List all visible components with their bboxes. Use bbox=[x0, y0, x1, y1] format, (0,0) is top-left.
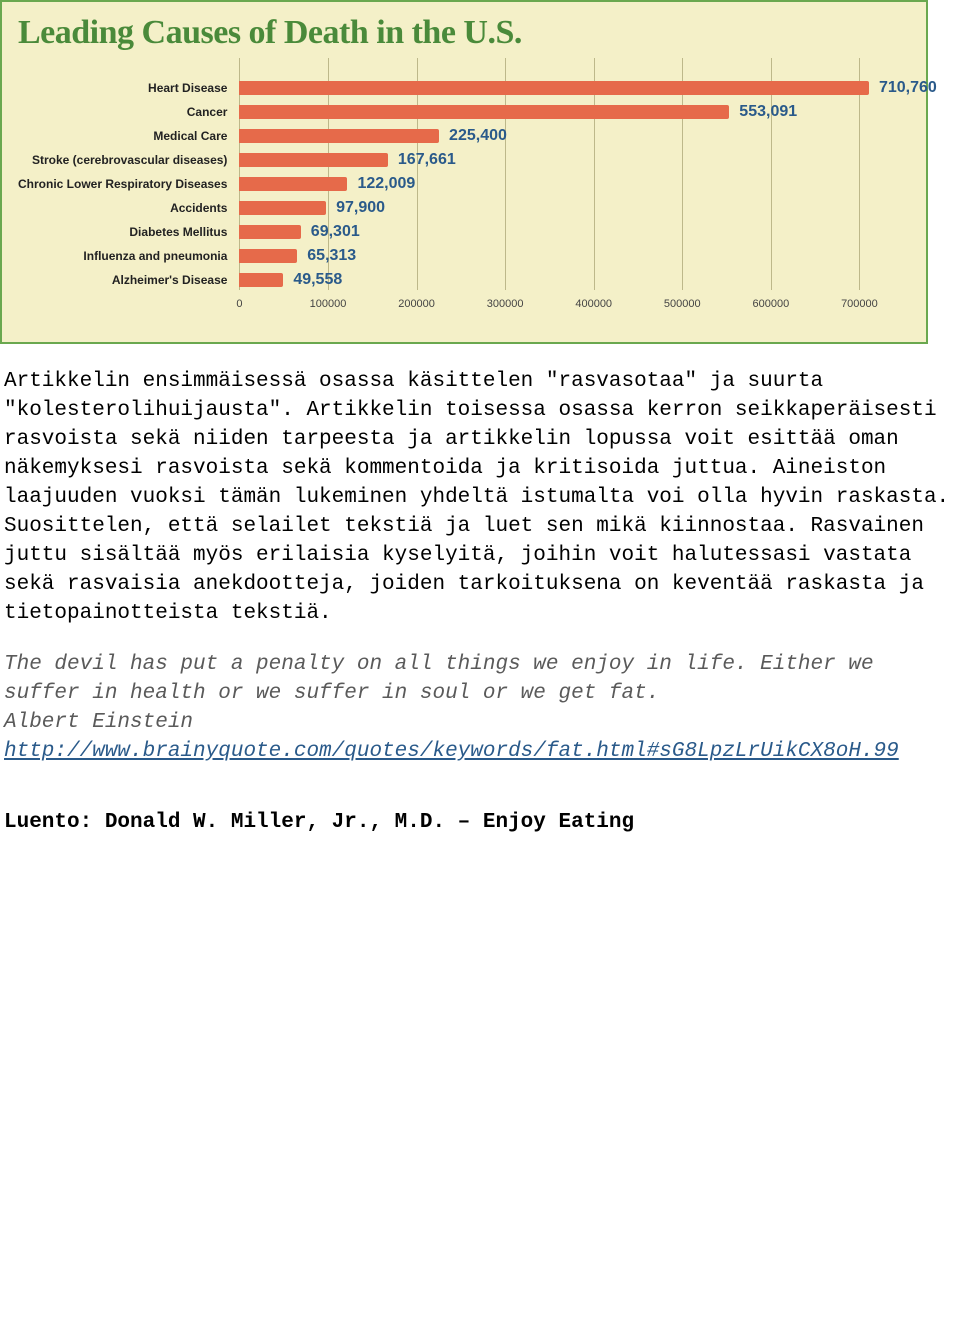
chart-y-label: Heart Disease bbox=[18, 76, 235, 100]
bar bbox=[239, 153, 387, 167]
bar-value-label: 65,313 bbox=[297, 244, 356, 268]
bar-value-label: 122,009 bbox=[347, 172, 415, 196]
x-tick-label: 400000 bbox=[575, 298, 612, 310]
bar-row: 49,558 bbox=[239, 268, 910, 292]
bar-value-label: 167,661 bbox=[388, 148, 456, 172]
chart-body: Heart DiseaseCancerMedical CareStroke (c… bbox=[18, 58, 910, 318]
quote-author: Albert Einstein bbox=[4, 709, 956, 738]
bar bbox=[239, 177, 347, 191]
chart-y-label: Medical Care bbox=[18, 124, 235, 148]
chart-y-label: Accidents bbox=[18, 196, 235, 220]
article-paragraph: Artikkelin ensimmäisessä osassa käsittel… bbox=[4, 368, 956, 629]
chart-plot: 710,760553,091 225,400167,661122,00997,90… bbox=[239, 58, 910, 318]
article-body: Artikkelin ensimmäisessä osassa käsittel… bbox=[0, 368, 960, 629]
bar bbox=[239, 225, 300, 239]
bar-value-label: 69,301 bbox=[301, 220, 360, 244]
chart-y-label: Influenza and pneumonia bbox=[18, 244, 235, 268]
chart-title: Leading Causes of Death in the U.S. bbox=[18, 14, 910, 52]
chart-container: Leading Causes of Death in the U.S. Hear… bbox=[0, 0, 928, 344]
bar bbox=[239, 81, 869, 95]
x-tick-label: 500000 bbox=[664, 298, 701, 310]
bar-row: 97,900 bbox=[239, 196, 910, 220]
bar-value-label: 49,558 bbox=[283, 268, 342, 292]
chart-y-label: Stroke (cerebrovascular diseases) bbox=[18, 148, 235, 172]
x-tick-label: 0 bbox=[236, 298, 242, 310]
bar-value-label: 710,760 bbox=[869, 76, 937, 100]
chart-y-label: Diabetes Mellitus bbox=[18, 220, 235, 244]
chart-bars: 710,760553,091 225,400167,661122,00997,90… bbox=[239, 76, 910, 292]
x-tick-label: 700000 bbox=[841, 298, 878, 310]
bar-row: 69,301 bbox=[239, 220, 910, 244]
lecture-heading: Luento: Donald W. Miller, Jr., M.D. – En… bbox=[0, 811, 960, 834]
bar-row: 65,313 bbox=[239, 244, 910, 268]
bar-value-label: 225,400 bbox=[439, 124, 507, 148]
bar bbox=[239, 249, 297, 263]
bar-value-label: 553,091 bbox=[729, 100, 797, 124]
bar bbox=[239, 105, 729, 119]
bar-row: 553,091 bbox=[239, 100, 910, 124]
bar bbox=[239, 201, 326, 215]
chart-y-label: Alzheimer's Disease bbox=[18, 268, 235, 292]
bar bbox=[239, 273, 283, 287]
chart-x-axis: 0 100000 200000 300000 400000 500000 600000 700… bbox=[239, 290, 910, 318]
bar-value-label: 97,900 bbox=[326, 196, 385, 220]
x-tick-label: 300000 bbox=[487, 298, 524, 310]
chart-y-label: Chronic Lower Respiratory Diseases bbox=[18, 172, 235, 196]
bar-row: 225,400 bbox=[239, 124, 910, 148]
chart-y-labels: Heart DiseaseCancerMedical CareStroke (c… bbox=[18, 58, 235, 318]
bar-row: 167,661 bbox=[239, 148, 910, 172]
bar-row: 710,760 bbox=[239, 76, 910, 100]
bar-row: 122,009 bbox=[239, 172, 910, 196]
quote-block: The devil has put a penalty on all thing… bbox=[0, 651, 960, 767]
chart-y-label: Cancer bbox=[18, 100, 235, 124]
quote-link[interactable]: http://www.brainyquote.com/quotes/keywor… bbox=[4, 740, 899, 763]
x-tick-label: 100000 bbox=[310, 298, 347, 310]
bar bbox=[239, 129, 439, 143]
quote-text: The devil has put a penalty on all thing… bbox=[4, 651, 956, 709]
x-tick-label: 600000 bbox=[752, 298, 789, 310]
x-tick-label: 200000 bbox=[398, 298, 435, 310]
